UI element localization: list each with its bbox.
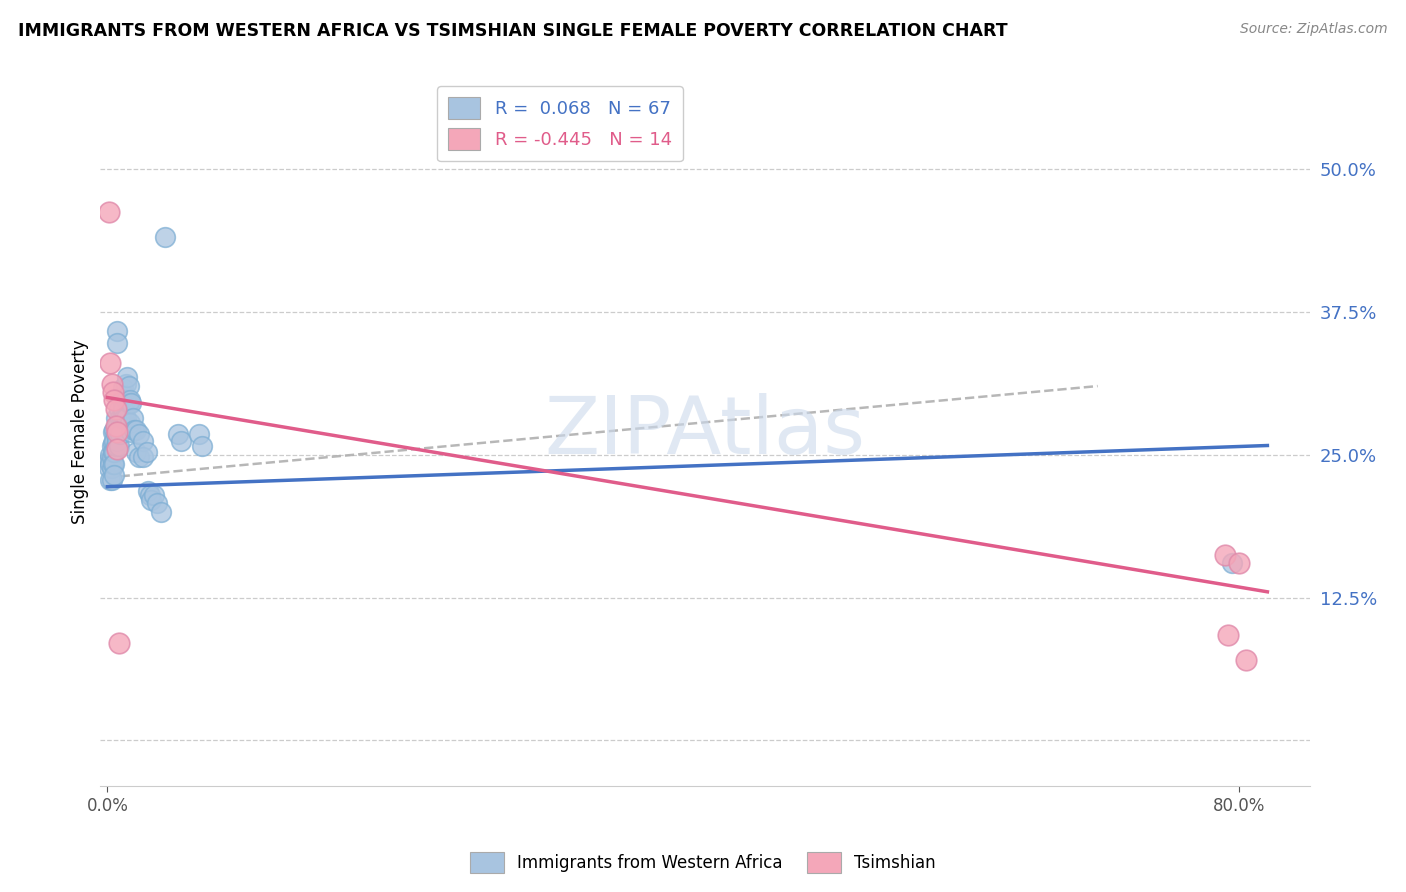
Point bbox=[105, 434, 128, 448]
Point bbox=[188, 427, 211, 442]
Point bbox=[125, 423, 148, 437]
Point bbox=[114, 392, 136, 407]
Point bbox=[155, 230, 177, 244]
Point bbox=[1216, 628, 1239, 642]
Point bbox=[104, 411, 127, 425]
Point bbox=[115, 370, 138, 384]
Point bbox=[101, 436, 124, 450]
Point bbox=[103, 423, 125, 437]
Point bbox=[103, 457, 125, 471]
Point bbox=[98, 448, 121, 462]
Point bbox=[132, 450, 155, 464]
Text: IMMIGRANTS FROM WESTERN AFRICA VS TSIMSHIAN SINGLE FEMALE POVERTY CORRELATION CH: IMMIGRANTS FROM WESTERN AFRICA VS TSIMSH… bbox=[18, 22, 1008, 40]
Point bbox=[1227, 556, 1250, 570]
Point bbox=[100, 376, 122, 391]
Point bbox=[110, 392, 132, 407]
Point bbox=[170, 434, 193, 448]
Point bbox=[125, 445, 148, 459]
Point bbox=[101, 445, 124, 459]
Point bbox=[101, 425, 124, 439]
Point bbox=[117, 379, 139, 393]
Point bbox=[120, 416, 142, 430]
Point bbox=[98, 457, 121, 471]
Point bbox=[112, 411, 135, 425]
Point bbox=[105, 425, 128, 439]
Point bbox=[103, 445, 125, 459]
Point bbox=[128, 450, 150, 464]
Point bbox=[103, 434, 125, 448]
Point bbox=[112, 388, 135, 402]
Legend: Immigrants from Western Africa, Tsimshian: Immigrants from Western Africa, Tsimshia… bbox=[464, 846, 942, 880]
Point bbox=[97, 453, 120, 467]
Point bbox=[124, 423, 146, 437]
Text: Source: ZipAtlas.com: Source: ZipAtlas.com bbox=[1240, 22, 1388, 37]
Point bbox=[121, 425, 143, 439]
Legend: R =  0.068   N = 67, R = -0.445   N = 14: R = 0.068 N = 67, R = -0.445 N = 14 bbox=[437, 87, 683, 161]
Point bbox=[101, 384, 124, 399]
Point bbox=[103, 392, 125, 407]
Point bbox=[104, 401, 127, 416]
Point bbox=[141, 493, 163, 508]
Point bbox=[98, 473, 121, 487]
Point bbox=[136, 445, 159, 459]
Point bbox=[105, 324, 128, 338]
Point bbox=[107, 636, 129, 650]
Point bbox=[138, 484, 160, 499]
Point bbox=[114, 411, 136, 425]
Point bbox=[104, 419, 127, 434]
Point bbox=[111, 381, 134, 395]
Point bbox=[107, 401, 129, 416]
Y-axis label: Single Female Poverty: Single Female Poverty bbox=[72, 340, 89, 524]
Point bbox=[108, 427, 131, 442]
Point bbox=[105, 335, 128, 350]
Point bbox=[100, 473, 122, 487]
Point bbox=[167, 427, 190, 442]
Point bbox=[100, 450, 122, 464]
Point bbox=[114, 376, 136, 391]
Point bbox=[1220, 556, 1243, 570]
Point bbox=[146, 496, 169, 510]
Point bbox=[108, 411, 131, 425]
Point bbox=[139, 488, 162, 502]
Point bbox=[97, 205, 120, 219]
Point bbox=[100, 438, 122, 452]
Point bbox=[104, 438, 127, 452]
Point bbox=[103, 468, 125, 483]
Text: ZIPAtlas: ZIPAtlas bbox=[544, 392, 866, 471]
Point bbox=[1234, 653, 1257, 667]
Point bbox=[107, 438, 129, 452]
Point bbox=[121, 396, 143, 410]
Point bbox=[105, 442, 128, 456]
Point bbox=[101, 457, 124, 471]
Point bbox=[132, 434, 155, 448]
Point bbox=[1213, 548, 1236, 562]
Point bbox=[107, 423, 129, 437]
Point bbox=[191, 438, 214, 452]
Point bbox=[143, 488, 166, 502]
Point bbox=[104, 427, 127, 442]
Point bbox=[122, 411, 145, 425]
Point bbox=[120, 392, 142, 407]
Point bbox=[117, 396, 139, 410]
Point bbox=[111, 401, 134, 416]
Point bbox=[105, 419, 128, 434]
Point bbox=[100, 461, 122, 475]
Point bbox=[98, 356, 121, 370]
Point bbox=[97, 461, 120, 475]
Point bbox=[110, 411, 132, 425]
Point bbox=[128, 427, 150, 442]
Point bbox=[150, 505, 173, 519]
